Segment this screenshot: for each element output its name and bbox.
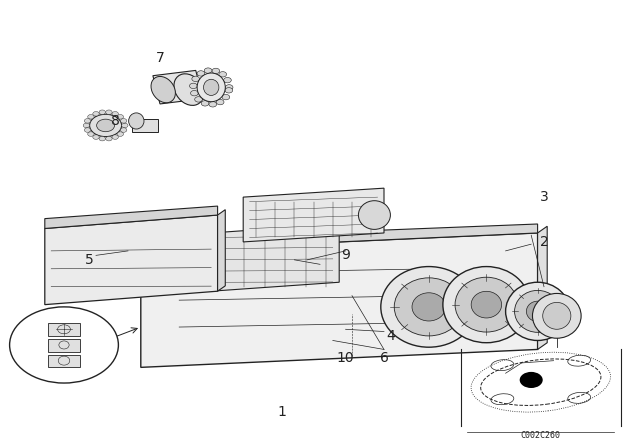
Ellipse shape (83, 123, 90, 128)
Text: 10: 10 (337, 351, 355, 366)
Ellipse shape (99, 137, 106, 141)
Ellipse shape (97, 119, 115, 132)
Polygon shape (243, 188, 384, 242)
Ellipse shape (106, 110, 112, 114)
Ellipse shape (223, 78, 231, 83)
Ellipse shape (543, 302, 571, 329)
Polygon shape (538, 226, 547, 349)
Ellipse shape (120, 128, 127, 132)
Ellipse shape (88, 132, 94, 136)
Text: 5: 5 (85, 253, 94, 267)
Ellipse shape (526, 301, 549, 322)
Ellipse shape (204, 68, 212, 73)
Text: 1: 1 (277, 405, 286, 419)
Polygon shape (45, 215, 218, 305)
Ellipse shape (112, 112, 118, 116)
Bar (48, 339, 80, 352)
Text: 3: 3 (540, 190, 548, 204)
Polygon shape (141, 224, 538, 251)
Text: 6: 6 (380, 351, 388, 366)
Ellipse shape (117, 115, 124, 119)
Ellipse shape (192, 76, 200, 82)
Ellipse shape (222, 95, 230, 100)
Text: 9: 9 (341, 248, 350, 263)
Text: 4: 4 (386, 329, 395, 343)
Ellipse shape (204, 79, 219, 95)
Ellipse shape (216, 99, 224, 105)
Ellipse shape (122, 123, 128, 128)
Ellipse shape (471, 291, 502, 318)
Polygon shape (211, 224, 339, 291)
Ellipse shape (93, 112, 99, 116)
Bar (48, 323, 80, 336)
Ellipse shape (112, 135, 118, 139)
Circle shape (520, 372, 543, 388)
Ellipse shape (120, 119, 127, 123)
Ellipse shape (455, 277, 518, 332)
Ellipse shape (84, 128, 91, 132)
Ellipse shape (515, 290, 561, 332)
Ellipse shape (189, 83, 197, 89)
Ellipse shape (532, 293, 581, 338)
Ellipse shape (90, 114, 122, 137)
Ellipse shape (129, 113, 144, 129)
Ellipse shape (93, 135, 99, 139)
Bar (153, 70, 203, 104)
Ellipse shape (197, 73, 225, 102)
Ellipse shape (117, 132, 124, 136)
Ellipse shape (84, 119, 91, 123)
Ellipse shape (381, 267, 477, 347)
Ellipse shape (358, 201, 390, 229)
Ellipse shape (412, 293, 445, 321)
Polygon shape (141, 233, 538, 367)
Ellipse shape (212, 68, 220, 73)
Ellipse shape (201, 101, 209, 106)
Text: 7: 7 (156, 51, 164, 65)
Ellipse shape (219, 72, 227, 77)
Ellipse shape (174, 74, 204, 105)
Ellipse shape (88, 115, 94, 119)
Ellipse shape (106, 137, 112, 141)
Ellipse shape (443, 267, 530, 343)
Bar (132, 119, 158, 132)
Ellipse shape (99, 110, 106, 114)
Ellipse shape (506, 282, 570, 340)
Polygon shape (218, 210, 225, 291)
Ellipse shape (195, 97, 202, 102)
Ellipse shape (151, 77, 175, 103)
Ellipse shape (197, 71, 205, 76)
Ellipse shape (209, 102, 216, 107)
Bar (48, 355, 80, 367)
Ellipse shape (225, 88, 233, 93)
Text: 2: 2 (540, 235, 548, 249)
Circle shape (10, 307, 118, 383)
Text: 8: 8 (111, 114, 120, 128)
Text: C002C260: C002C260 (521, 431, 561, 440)
Ellipse shape (225, 85, 233, 90)
Ellipse shape (191, 90, 198, 96)
Polygon shape (45, 206, 218, 228)
Ellipse shape (394, 278, 463, 336)
